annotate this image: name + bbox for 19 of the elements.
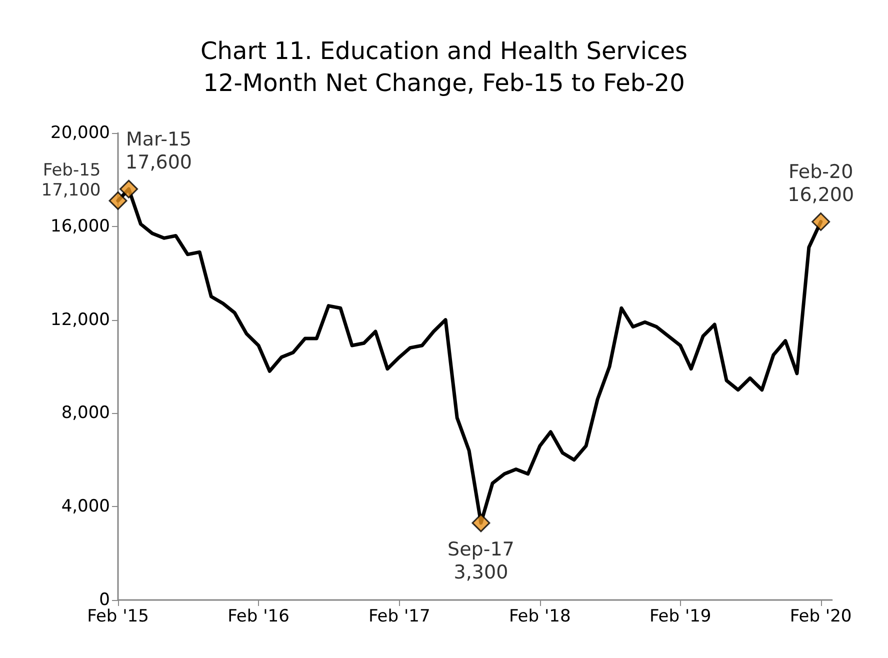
data-label: Sep-17 3,300 [448, 538, 514, 584]
point [472, 514, 490, 532]
y-tick-label: 8,000 [61, 403, 110, 424]
point [108, 191, 128, 210]
x-tick-label: Feb '17 [368, 606, 430, 626]
data-label: Feb-20 16,200 [788, 160, 854, 206]
x-tick-label: Feb '19 [649, 606, 712, 626]
y-tick-label: 20,000 [50, 123, 110, 143]
x-tick-label: Feb '18 [508, 606, 571, 626]
data-label: Feb-15 17,100 [41, 160, 101, 201]
x-tick-label: Feb '16 [228, 606, 290, 626]
y-tick-label: 16,000 [50, 216, 110, 236]
x-tick-label: Feb '20 [790, 606, 852, 626]
y-tick-label: 12,000 [50, 310, 110, 330]
data-label: Mar-15 17,600 [126, 128, 192, 174]
y-tick-label: 4,000 [61, 496, 110, 517]
point [120, 180, 138, 198]
point [812, 212, 830, 231]
chart-title: Chart 11. Education and Health Services 12-Month Net Change, Feb-15 to Feb-20 [200, 37, 688, 97]
